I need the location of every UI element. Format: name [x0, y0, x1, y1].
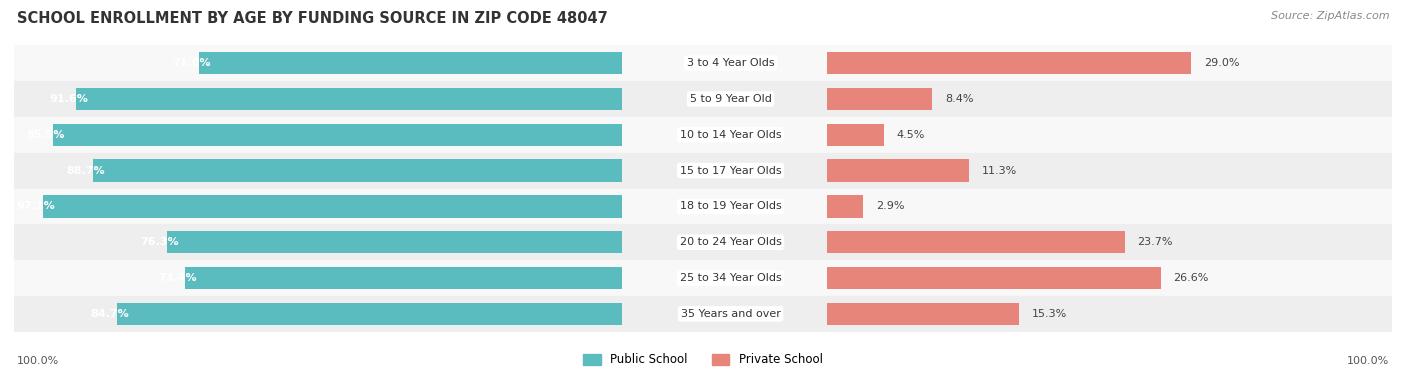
Bar — [827, 260, 1392, 296]
Text: 84.7%: 84.7% — [90, 309, 129, 319]
Text: 25 to 34 Year Olds: 25 to 34 Year Olds — [679, 273, 782, 283]
Text: 18 to 19 Year Olds: 18 to 19 Year Olds — [679, 201, 782, 211]
Bar — [93, 159, 623, 182]
Bar — [14, 81, 634, 117]
Text: Source: ZipAtlas.com: Source: ZipAtlas.com — [1271, 11, 1389, 21]
Text: 88.7%: 88.7% — [66, 166, 105, 176]
Text: 73.4%: 73.4% — [157, 273, 197, 283]
Text: 100.0%: 100.0% — [1347, 356, 1389, 366]
Text: 2.9%: 2.9% — [876, 201, 904, 211]
Bar — [634, 117, 827, 153]
Text: 97.1%: 97.1% — [17, 201, 55, 211]
Text: 5 to 9 Year Old: 5 to 9 Year Old — [689, 94, 772, 104]
Bar — [827, 224, 1392, 260]
Bar — [14, 224, 634, 260]
Bar — [14, 153, 634, 188]
Text: 4.5%: 4.5% — [896, 130, 924, 140]
Bar — [827, 231, 1125, 253]
Bar — [14, 260, 634, 296]
Bar — [167, 231, 623, 253]
Bar — [634, 224, 827, 260]
Text: 3 to 4 Year Olds: 3 to 4 Year Olds — [686, 58, 775, 68]
Bar — [14, 296, 634, 332]
Text: 100.0%: 100.0% — [17, 356, 59, 366]
Bar — [827, 267, 1161, 289]
Bar — [827, 303, 1019, 325]
Bar — [827, 296, 1392, 332]
Bar — [827, 45, 1392, 81]
Bar — [634, 296, 827, 332]
Text: 20 to 24 Year Olds: 20 to 24 Year Olds — [679, 237, 782, 247]
Bar — [14, 117, 634, 153]
Text: 91.6%: 91.6% — [49, 94, 89, 104]
Text: 76.3%: 76.3% — [141, 237, 179, 247]
Bar — [827, 188, 1392, 224]
Bar — [827, 124, 883, 146]
Bar — [14, 188, 634, 224]
Text: 10 to 14 Year Olds: 10 to 14 Year Olds — [679, 130, 782, 140]
Text: 29.0%: 29.0% — [1204, 58, 1239, 68]
Bar — [117, 303, 623, 325]
Bar — [827, 52, 1191, 74]
Bar — [634, 260, 827, 296]
Text: 11.3%: 11.3% — [981, 166, 1017, 176]
Bar — [827, 88, 932, 110]
Bar — [53, 124, 623, 146]
Bar — [827, 159, 969, 182]
Bar — [76, 88, 623, 110]
Bar — [827, 195, 863, 218]
Bar — [44, 195, 623, 218]
Text: 15 to 17 Year Olds: 15 to 17 Year Olds — [679, 166, 782, 176]
Bar — [827, 153, 1392, 188]
Bar — [827, 81, 1392, 117]
Text: 15.3%: 15.3% — [1032, 309, 1067, 319]
Bar — [14, 45, 634, 81]
Bar — [634, 188, 827, 224]
Bar — [184, 267, 623, 289]
Text: 95.5%: 95.5% — [27, 130, 65, 140]
Text: 8.4%: 8.4% — [945, 94, 973, 104]
Text: 23.7%: 23.7% — [1137, 237, 1173, 247]
Text: 35 Years and over: 35 Years and over — [681, 309, 780, 319]
Bar — [198, 52, 623, 74]
Text: SCHOOL ENROLLMENT BY AGE BY FUNDING SOURCE IN ZIP CODE 48047: SCHOOL ENROLLMENT BY AGE BY FUNDING SOUR… — [17, 11, 607, 26]
Bar — [827, 117, 1392, 153]
Bar — [634, 45, 827, 81]
Bar — [634, 81, 827, 117]
Text: 26.6%: 26.6% — [1174, 273, 1209, 283]
Legend: Public School, Private School: Public School, Private School — [579, 349, 827, 371]
Bar — [634, 153, 827, 188]
Text: 71.0%: 71.0% — [173, 58, 211, 68]
